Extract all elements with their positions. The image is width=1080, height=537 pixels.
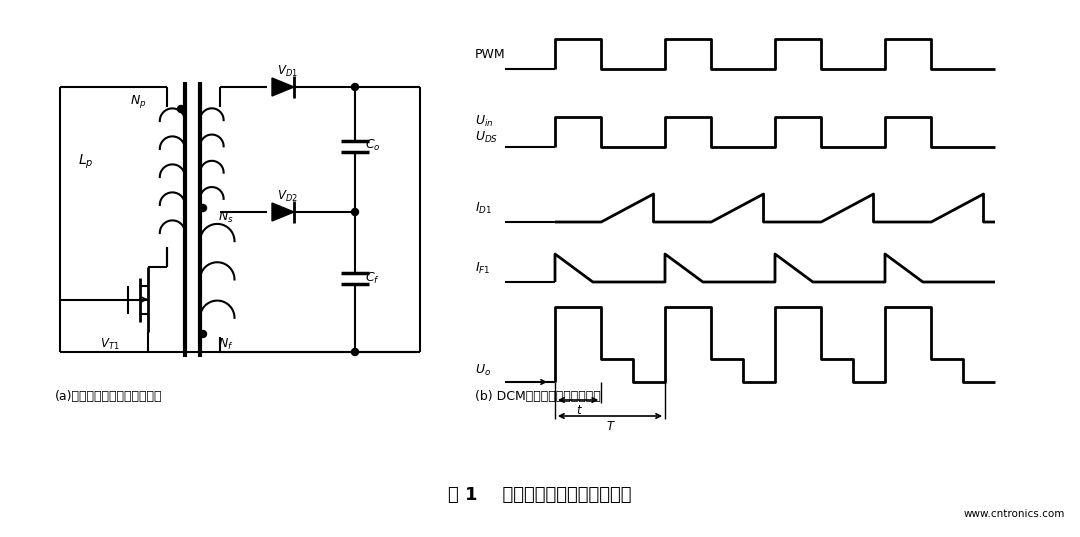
Text: $N_s$: $N_s$ [218, 209, 233, 224]
Circle shape [351, 208, 359, 215]
Text: $N_f$: $N_f$ [218, 337, 233, 352]
Circle shape [200, 330, 206, 337]
Text: $C_f$: $C_f$ [365, 271, 380, 286]
Text: $U_o$: $U_o$ [475, 362, 491, 378]
Text: T: T [607, 419, 613, 432]
Text: PWM: PWM [475, 48, 505, 62]
Text: $U_{in}$: $U_{in}$ [475, 113, 494, 128]
Text: 图 1    反激式变压器的工作原理图: 图 1 反激式变压器的工作原理图 [448, 486, 632, 504]
Circle shape [177, 105, 185, 112]
Circle shape [200, 205, 206, 212]
Circle shape [351, 349, 359, 355]
Text: $L_p$: $L_p$ [78, 153, 94, 171]
Text: $V_{T1}$: $V_{T1}$ [100, 337, 120, 352]
Text: $N_p$: $N_p$ [130, 93, 147, 111]
Text: $C_o$: $C_o$ [365, 138, 380, 153]
Text: $V_{D2}$: $V_{D2}$ [276, 188, 298, 204]
Circle shape [351, 83, 359, 91]
Text: (a)反激式变压器的工作原理图: (a)反激式变压器的工作原理图 [55, 390, 162, 403]
Text: www.cntronics.com: www.cntronics.com [963, 509, 1065, 519]
Text: t: t [576, 403, 580, 417]
Text: (b) DCM模式下电压、电流波形: (b) DCM模式下电压、电流波形 [475, 390, 600, 403]
Text: $I_{D1}$: $I_{D1}$ [475, 200, 492, 215]
Text: $V_{D1}$: $V_{D1}$ [276, 63, 298, 78]
Text: $I_{F1}$: $I_{F1}$ [475, 260, 490, 275]
Polygon shape [272, 78, 294, 96]
Polygon shape [272, 203, 294, 221]
Text: $U_{DS}$: $U_{DS}$ [475, 129, 498, 144]
